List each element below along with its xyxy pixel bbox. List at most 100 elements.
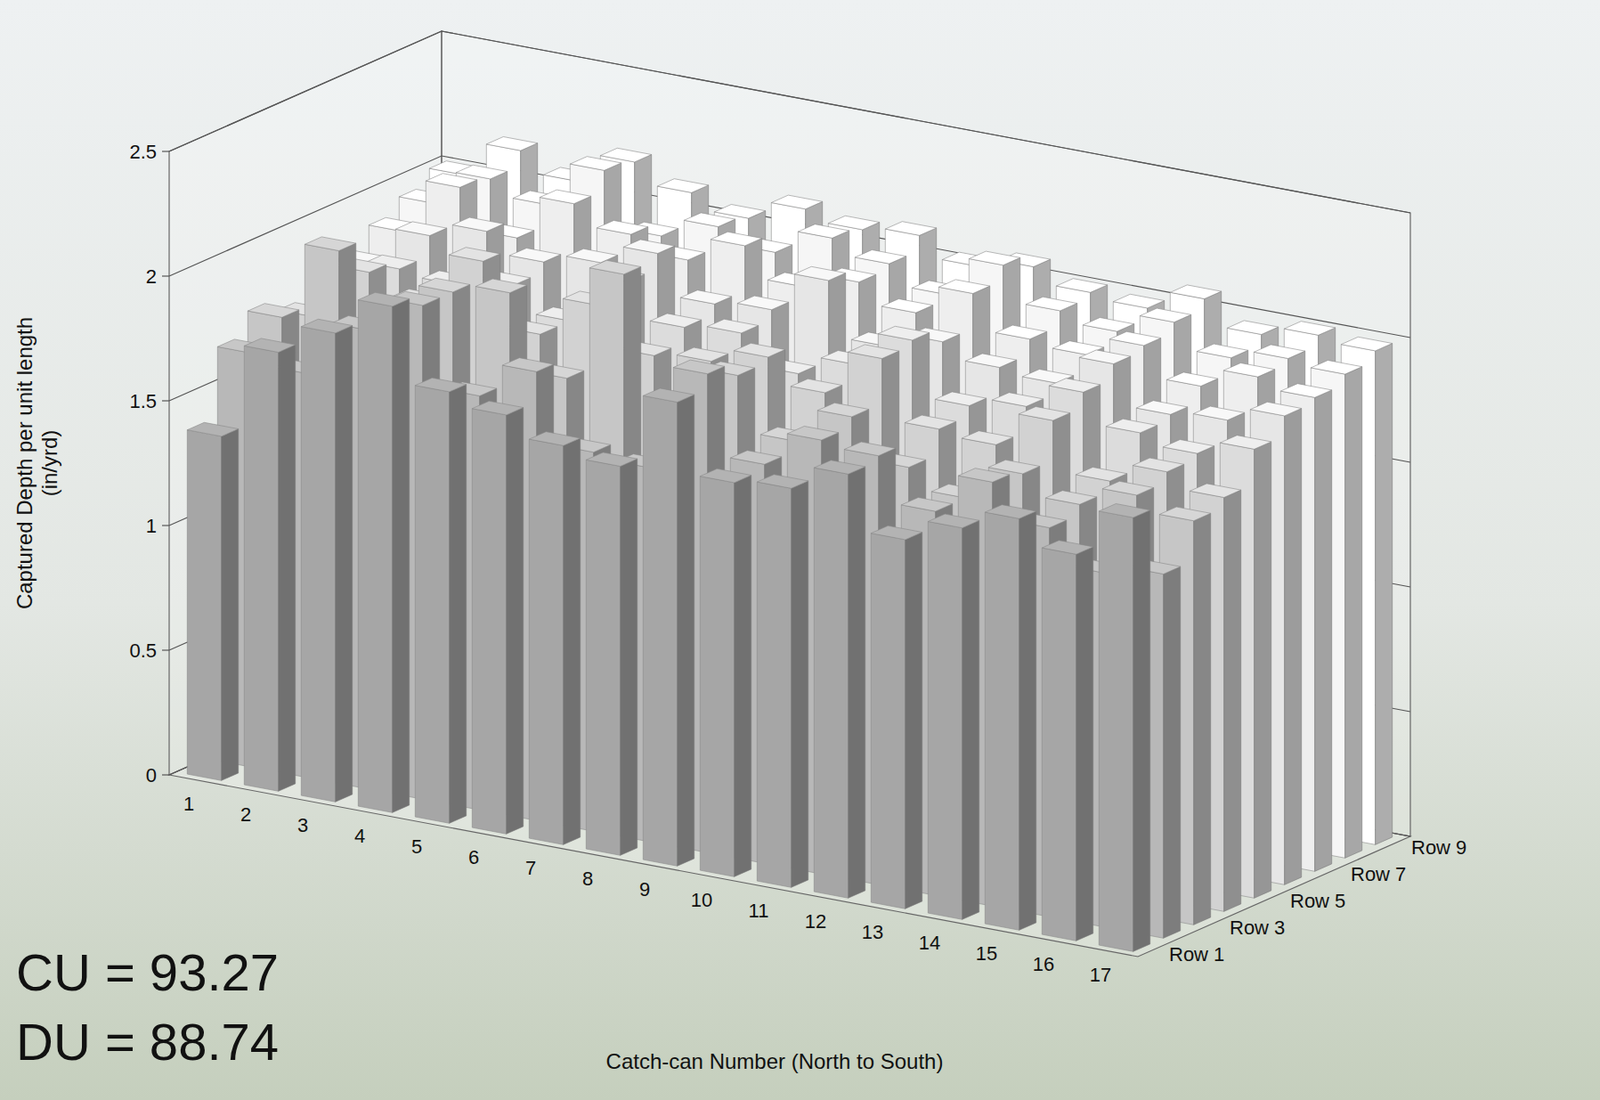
bar-top [787,426,838,441]
bar [585,452,637,855]
bar-top [1075,467,1127,482]
y-tick [162,150,170,152]
row-label: Row 9 [1411,836,1467,859]
bar-top [870,525,922,540]
row-label: Row 5 [1290,889,1346,912]
bar-top [901,497,952,512]
bar-top [539,189,591,204]
bar-top [1055,278,1107,293]
bar-top [509,248,561,263]
bar-top [1079,349,1130,365]
x-tick-label: 2 [240,803,252,826]
bar-top [585,452,637,467]
bar-front [414,385,449,824]
bar-top [455,164,507,179]
bar-top [927,513,979,528]
x-tick-label: 1 [183,792,195,815]
bar-top [1166,372,1218,387]
bar-top [904,414,956,430]
bar [1041,540,1093,942]
bar-top [995,324,1047,340]
bar-front [642,395,677,866]
bar-side [1284,408,1302,886]
y-axis-title: Captured Depth per unit length(in/yrd) [12,316,62,610]
bars [186,137,1392,952]
bar-top [710,231,762,246]
bar-top [1250,401,1301,416]
y-tick [162,399,170,401]
bar-front [927,521,962,920]
bar-top [566,248,618,263]
x-tick-label: 6 [468,845,480,869]
bar-top [683,212,735,228]
row-label: Row 1 [1169,942,1225,966]
bar-side [1076,546,1094,941]
bar-top [1226,320,1278,335]
y-tick [162,275,170,277]
bar-side [1315,389,1332,871]
bar-top [1169,284,1221,300]
x-tick-label: 13 [861,920,884,943]
x-tick-label: 10 [690,888,713,911]
bar-top [300,318,352,333]
bar-top [1045,490,1097,505]
y-tick [162,649,170,650]
y-tick-label: 1.5 [129,389,157,413]
bar-side [449,384,467,824]
x-tick-label: 4 [354,824,366,847]
bar-top [1223,363,1275,378]
bar-side [563,438,581,845]
bar [813,460,865,899]
x-tick-label: 3 [297,813,309,837]
bar-side [506,407,524,835]
bar-side [848,466,866,898]
x-tick-label: 7 [525,856,537,879]
bar-side [734,475,752,878]
x-tick-label: 17 [1089,963,1112,986]
bar-front [471,408,506,835]
x-tick-label: 12 [804,909,827,933]
x-tick-label: 5 [411,835,423,858]
bar-front [357,300,392,813]
bar-top [357,292,409,307]
bar-top [243,338,295,353]
bar [1098,503,1150,952]
bar-top [1041,540,1093,555]
bar-top [737,295,788,310]
bar-top [414,377,466,392]
bar-top [1162,439,1214,455]
bar-top [1193,406,1244,421]
y-tick-label: 1 [146,514,157,537]
bar [528,431,580,845]
bar-front [585,459,620,855]
x-tick-label: 11 [748,899,770,922]
bar-top [968,251,1020,266]
bar-top [502,357,553,373]
bar-top [452,217,504,232]
bar [186,422,238,780]
bar-front [699,476,734,878]
bar-side [392,299,410,813]
bar-side [1375,343,1393,845]
bar-top [486,137,537,152]
bar-side [677,394,695,866]
bar-top [991,392,1043,407]
y-axis-title-line: Captured Depth per unit length [12,316,37,610]
x-tick-label: 8 [582,867,593,890]
bar-side [962,519,980,919]
bar [357,292,409,813]
bar-side [1163,566,1181,938]
bar-top [988,459,1040,474]
y-axis-title-line: (in/yrd) [37,430,62,497]
bar-top [828,215,879,230]
bar [414,377,466,823]
bar-top [425,173,477,188]
bar-side [791,480,809,887]
bar-top [1098,503,1150,519]
x-tick-label: 14 [918,931,941,954]
bar-top [596,220,648,236]
bar-top [847,344,899,359]
bar-top [1280,383,1332,398]
bar-top [1132,457,1184,472]
bar-top [186,422,238,437]
